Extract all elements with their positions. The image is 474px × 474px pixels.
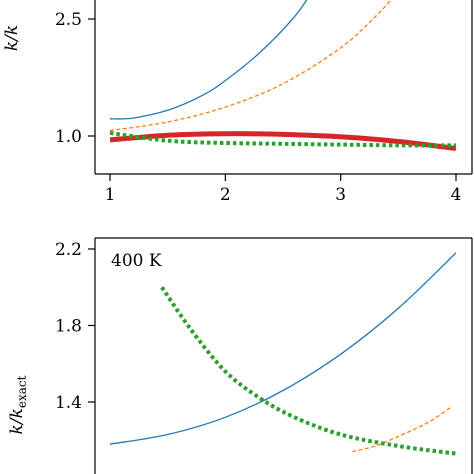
top-panel: 1.0 2.5 1 2 3 4 k/k [2, 0, 473, 205]
bottom-y-tick-label-2: 2.2 [55, 240, 82, 260]
bottom-panel: 1.4 1.8 2.2 400 K k/kexact [7, 237, 473, 474]
top-series-line-3 [109, 130, 457, 148]
top-y-axis-label: k/k [2, 25, 22, 51]
top-series-group [109, 0, 457, 151]
bottom-y-tick-label-0: 1.4 [55, 393, 82, 413]
top-series-line-1 [109, 0, 392, 132]
bottom-series-group [109, 252, 457, 456]
bottom-tick-group: 1.4 1.8 2.2 [55, 240, 95, 413]
bottom-series-line-0 [109, 252, 457, 445]
top-x-tick-label-1: 2 [220, 185, 231, 205]
top-x-tick-label-3: 4 [451, 185, 462, 205]
top-series-line-0 [109, 0, 308, 120]
bottom-y-axis-label: k/kexact [7, 375, 29, 434]
bottom-y-tick-label-1: 1.8 [55, 317, 82, 337]
top-y-tick-label-1: 2.5 [55, 10, 82, 30]
top-series-line-2 [109, 131, 457, 151]
bottom-series-line-2 [160, 286, 457, 456]
temperature-annotation: 400 K [111, 251, 162, 271]
top-x-tick-label-0: 1 [105, 185, 116, 205]
bottom-series-line-1 [352, 407, 451, 453]
top-y-tick-label-0: 1.0 [55, 127, 82, 147]
top-x-tick-label-2: 3 [335, 185, 346, 205]
top-tick-group: 1.0 2.5 1 2 3 4 [55, 10, 461, 205]
